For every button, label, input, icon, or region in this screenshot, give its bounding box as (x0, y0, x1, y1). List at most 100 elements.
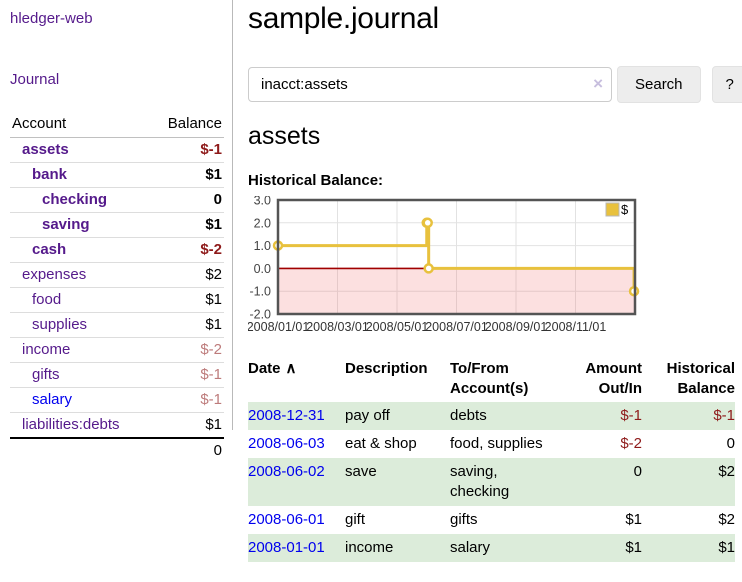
total-balance: 0 (150, 437, 224, 463)
y-axis-tick-label: -2.0 (249, 308, 271, 322)
date-column-header[interactable]: Date ∧ (248, 356, 345, 402)
register-accounts-cell: food, supplies (450, 435, 543, 452)
register-row: 2008-06-03 eat & shop food, supplies $-2 0 (248, 430, 735, 458)
sidebar: hledger-web Journal Account Balance asse… (0, 0, 233, 463)
search-form: × Search ? (248, 66, 742, 103)
sidebar-item-journal[interactable]: Journal (10, 71, 224, 88)
account-link-supplies[interactable]: supplies (32, 316, 88, 333)
account-row: assets $-1 (10, 137, 224, 163)
register-table: Date ∧ Description To/From Account(s) Amo… (248, 356, 735, 562)
register-amount-cell: 0 (633, 463, 642, 480)
account-balance: $1 (150, 312, 224, 338)
register-row: 2008-06-02 save saving, checking 0 $2 (248, 458, 735, 506)
account-title: assets (248, 122, 321, 150)
search-input[interactable] (248, 67, 612, 102)
account-link-assets[interactable]: assets (22, 141, 69, 158)
date-header-label: Date (248, 360, 281, 377)
account-link-expenses[interactable]: expenses (22, 266, 87, 283)
transaction-date-link[interactable]: 2008-06-01 (248, 511, 325, 528)
help-button[interactable]: ? (711, 66, 742, 103)
account-link-liabilities-debts[interactable]: liabilities:debts (22, 416, 120, 433)
total-row: 0 (10, 437, 224, 463)
account-table-body: assets $-1 bank $1 checking 0 saving $1 cash $-2 e… (10, 137, 224, 439)
account-balance: $1 (150, 212, 224, 238)
account-row: liabilities:debts $1 (10, 413, 224, 439)
description-column-header: Description (345, 360, 428, 377)
clear-search-icon[interactable]: × (593, 74, 603, 93)
app-title-link[interactable]: hledger-web (10, 10, 93, 27)
account-row: salary $-1 (10, 387, 224, 413)
negative-region (278, 268, 635, 314)
x-axis-tick-label: 2008/11/01 (545, 320, 607, 334)
x-axis-tick-label: 2008/05/01 (366, 320, 429, 334)
transaction-date-link[interactable]: 2008-01-01 (248, 539, 325, 556)
account-balance: 0 (150, 187, 224, 213)
account-link-food[interactable]: food (32, 291, 62, 308)
register-date-cell: 2008-06-01 (248, 506, 345, 534)
account-balance: $1 (150, 287, 224, 313)
register-date-cell: 2008-06-02 (248, 458, 345, 506)
legend-swatch (605, 202, 620, 217)
register-body: 2008-12-31 pay off debts $-1 $-1 2008-06-03 ea… (248, 402, 735, 562)
transaction-date-link[interactable]: 2008-12-31 (248, 407, 325, 424)
register-amount-cell: $1 (625, 511, 642, 528)
plot-border (276, 198, 637, 316)
account-link-checking[interactable]: checking (42, 191, 108, 208)
register-accounts-cell: gifts (450, 511, 478, 528)
balance-column-header-register: Historical Balance (666, 360, 735, 397)
account-link-cash[interactable]: cash (32, 241, 67, 258)
account-balance: $-2 (150, 237, 224, 263)
register-balance-cell: 0 (726, 435, 735, 452)
x-axis-tick-label: 2008/07/01 (425, 320, 488, 334)
register-amount-cell: $1 (625, 539, 642, 556)
account-link-gifts[interactable]: gifts (32, 366, 60, 383)
account-link-saving[interactable]: saving (42, 216, 90, 233)
register-amount-cell: $-1 (620, 407, 642, 424)
register-row: 2008-01-01 income salary $1 $1 (248, 534, 735, 562)
sort-asc-icon: ∧ (285, 360, 297, 377)
y-axis-tick-label: -1.0 (249, 285, 271, 299)
account-row: food $1 (10, 287, 224, 313)
register-header-row: Date ∧ Description To/From Account(s) Amo… (248, 356, 735, 402)
account-balance-table: Account Balance assets $-1 bank $1 checking 0… (10, 112, 224, 463)
register-balance-cell: $2 (718, 463, 735, 480)
account-link-salary[interactable]: salary (32, 391, 73, 408)
register-amount-cell: $-2 (620, 435, 642, 452)
x-axis-tick-label: 2008/03/01 (306, 320, 369, 334)
journal-link[interactable]: Journal (10, 71, 60, 88)
register-description-cell: save (345, 463, 377, 480)
register-date-cell: 2008-12-31 (248, 402, 345, 430)
y-axis-tick-label: 1.0 (254, 239, 271, 253)
balance-chart: 3.0 2.0 1.0 0.0 -1.0 -2.02008/01/012008/03/01… (248, 196, 640, 334)
y-axis-tick-label: 0.0 (254, 262, 271, 276)
register-row: 2008-12-31 pay off debts $-1 $-1 (248, 402, 735, 430)
account-balance: $-2 (150, 337, 224, 363)
legend-label: $ (621, 202, 629, 217)
register-accounts-cell: debts (450, 407, 487, 424)
account-balance: $2 (150, 262, 224, 288)
balance-column-header: Balance (150, 112, 224, 138)
register-description-cell: gift (345, 511, 366, 528)
account-link-income[interactable]: income (22, 341, 71, 358)
transaction-date-link[interactable]: 2008-06-03 (248, 435, 325, 452)
account-row: supplies $1 (10, 312, 224, 338)
search-button[interactable]: Search (617, 66, 701, 103)
account-link-bank[interactable]: bank (32, 166, 68, 183)
total-spacer (10, 437, 151, 463)
account-row: gifts $-1 (10, 362, 224, 388)
register-balance-cell: $-1 (713, 407, 735, 424)
chart-label: Historical Balance: (248, 172, 384, 189)
account-balance: $-1 (150, 137, 224, 163)
account-balance: $-1 (150, 362, 224, 388)
register-balance-cell: $2 (718, 511, 735, 528)
register-balance-cell: $1 (718, 539, 735, 556)
amount-column-header: Amount Out/In (585, 360, 642, 397)
data-point-marker (423, 263, 434, 274)
register-accounts-cell: saving, checking (450, 463, 510, 500)
account-column-header: Account (10, 112, 151, 138)
transaction-date-link[interactable]: 2008-06-02 (248, 463, 325, 480)
search-input-wrap: × (248, 67, 612, 102)
account-table-header-row: Account Balance (10, 112, 224, 138)
account-row: cash $-2 (10, 237, 224, 263)
register-description-cell: eat & shop (345, 435, 417, 452)
